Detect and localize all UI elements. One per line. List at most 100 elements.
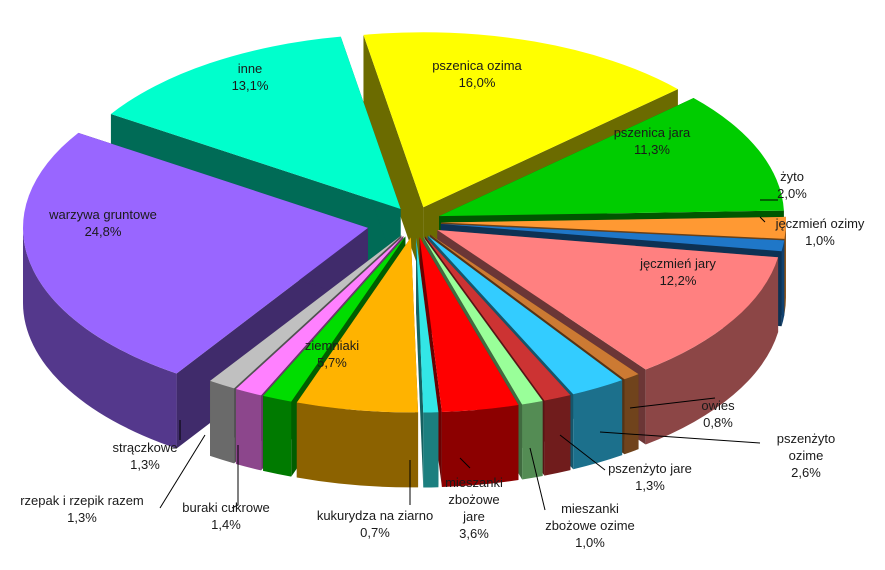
data-label: pszenżyto ozime 2,6%: [777, 431, 836, 480]
data-label: pszenżyto jare 1,3%: [608, 461, 692, 493]
pie-slice: [439, 97, 784, 217]
pie-slice-wall: [363, 34, 424, 283]
data-label-line: 24,8%: [85, 224, 122, 239]
data-label-line: jęczmień ozimy: [775, 216, 865, 231]
pie-slice-side: [296, 402, 419, 488]
pie-slice: [363, 32, 678, 208]
data-label: mieszanki zbożowe ozime 1,0%: [545, 501, 635, 550]
data-label-line: 16,0%: [459, 75, 496, 90]
leader-line: [459, 457, 471, 469]
data-label-line: 5,7%: [317, 355, 347, 370]
pie-slice-side: [522, 400, 543, 480]
data-label-line: pszenżyto jare: [608, 461, 692, 476]
data-labels: pszenica ozima 16,0% pszenica jara 11,3% żyt…: [20, 58, 865, 550]
pie-slice: [416, 237, 439, 413]
data-label: rzepak i rzepik razem 1,3%: [20, 493, 144, 525]
data-label-line: 12,2%: [660, 273, 697, 288]
pie-slice-tops: [22, 32, 786, 413]
pie-slice-side: [441, 405, 519, 487]
pie-slice-side: [781, 240, 785, 327]
data-label: kukurydza na ziarno 0,7%: [317, 508, 433, 540]
data-label: inne 13,1%: [232, 61, 269, 93]
data-label: owies 0,8%: [701, 398, 735, 430]
data-label-line: zbożowe: [448, 492, 499, 507]
data-label-line: warzywa gruntowe: [48, 207, 157, 222]
data-label-line: 1,0%: [575, 535, 605, 550]
leader-line: [559, 434, 606, 471]
data-label-line: 3,6%: [459, 526, 489, 541]
data-label-line: jare: [462, 509, 485, 524]
data-label-line: 1,3%: [130, 457, 160, 472]
data-label-line: 2,0%: [777, 186, 807, 201]
data-label: buraki cukrowe 1,4%: [182, 500, 269, 532]
pie-slice-side: [784, 222, 786, 314]
pie-slice: [210, 235, 402, 389]
pie-slice: [437, 230, 779, 370]
data-label-line: inne: [238, 61, 263, 76]
pie-slice-side: [263, 395, 292, 477]
data-label-line: rzepak i rzepik razem: [20, 493, 144, 508]
data-label-line: zbożowe ozime: [545, 518, 635, 533]
pie-slice: [296, 237, 419, 413]
data-label-line: buraki cukrowe: [182, 500, 269, 515]
data-label-line: 1,4%: [211, 517, 241, 532]
data-label-line: 0,8%: [703, 415, 733, 430]
pie-slice: [423, 236, 543, 405]
pie-slice-side: [624, 374, 639, 455]
data-label-line: ozime: [789, 448, 824, 463]
data-label-line: pszenica ozima: [432, 58, 522, 73]
pie-slice: [235, 235, 404, 396]
data-label: jęczmień ozimy 1,0%: [775, 216, 865, 248]
data-label-line: mieszanki: [445, 475, 503, 490]
data-label-line: strączkowe: [112, 440, 177, 455]
pie-slice: [110, 36, 401, 209]
pie-slice: [263, 236, 406, 402]
data-label: pszenica jara 11,3%: [614, 125, 691, 157]
leader-lines: [159, 199, 778, 511]
data-label-line: ziemniaki: [305, 338, 359, 353]
data-label-line: kukurydza na ziarno: [317, 508, 433, 523]
data-label-line: 2,6%: [791, 465, 821, 480]
pie-slice-side: [544, 395, 571, 476]
pie-slice: [440, 223, 785, 252]
leader-line: [529, 447, 546, 511]
data-label-line: 1,3%: [67, 510, 97, 525]
data-label: strączkowe 1,3%: [112, 440, 177, 472]
pie-slice-side: [645, 257, 779, 445]
pie-slice: [419, 237, 519, 412]
data-label-line: pszenica jara: [614, 125, 691, 140]
leader-line: [159, 434, 206, 509]
data-label: pszenica ozima 16,0%: [432, 58, 522, 90]
data-label-line: 13,1%: [232, 78, 269, 93]
leader-line: [629, 397, 716, 409]
data-label-line: mieszanki: [561, 501, 619, 516]
data-label-line: 0,7%: [360, 525, 390, 540]
data-label-line: owies: [701, 398, 735, 413]
pie-slice-wall: [416, 237, 424, 488]
data-label: mieszanki zbożowe jare 3,6%: [445, 475, 503, 541]
pie-slice-side: [573, 380, 623, 470]
pie-slice: [430, 234, 639, 380]
pie-slice-side: [210, 380, 235, 464]
data-label-line: 11,3%: [634, 142, 670, 157]
data-label: żyto 2,0%: [777, 169, 807, 201]
leader-line: [759, 216, 766, 223]
data-label-line: żyto: [780, 169, 804, 184]
pie-slice-side: [22, 227, 177, 449]
pie-slice: [22, 132, 368, 374]
pie-slice: [440, 216, 786, 239]
pie-slice: [427, 235, 623, 395]
pie-slice-side: [235, 388, 262, 471]
data-label: ziemniaki 5,7%: [305, 338, 359, 370]
data-label-line: 1,3%: [635, 478, 665, 493]
data-label-line: 1,0%: [805, 233, 835, 248]
pie-slice: [424, 236, 571, 401]
leader-line: [599, 431, 761, 444]
leader-line: [231, 445, 239, 509]
data-label-line: pszenżyto: [777, 431, 836, 446]
data-label-line: jęczmień jary: [639, 256, 716, 271]
pie-slice-side: [423, 412, 439, 488]
data-label: jęczmień jary 12,2%: [639, 256, 716, 288]
data-label: warzywa gruntowe 24,8%: [48, 207, 157, 239]
